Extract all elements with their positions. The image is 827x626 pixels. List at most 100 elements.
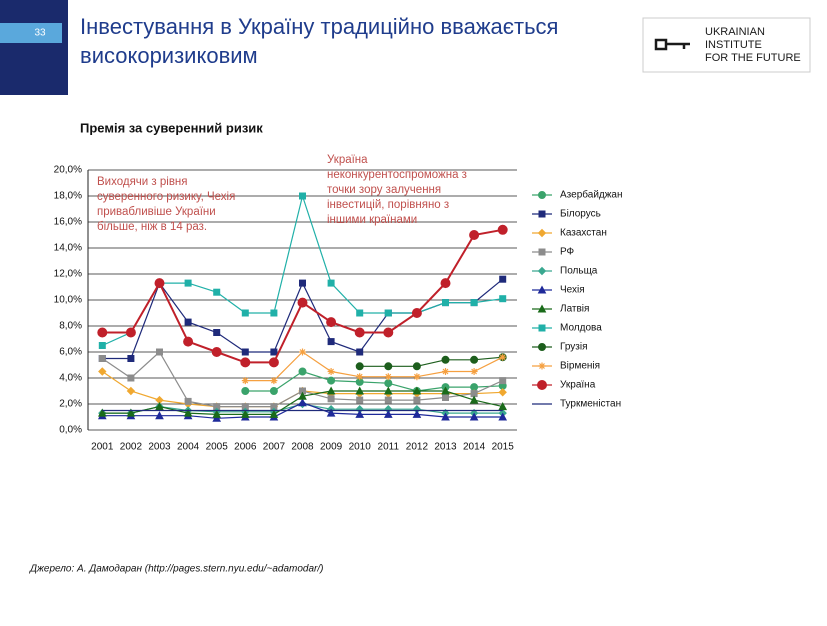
y-tick-label: 20,0% [54, 165, 82, 176]
marker [98, 367, 107, 376]
marker [356, 396, 364, 404]
marker [127, 355, 135, 362]
marker [241, 377, 249, 385]
marker [538, 343, 546, 351]
x-tick-label: 2004 [177, 442, 200, 453]
marker [356, 309, 364, 317]
logo-key [654, 38, 690, 51]
marker [384, 396, 392, 404]
marker [538, 191, 546, 199]
marker [299, 279, 306, 287]
marker [269, 409, 279, 418]
marker [538, 210, 546, 218]
x-tick-label: 2003 [148, 442, 171, 453]
annotation: суверенного ризику, Чехія [97, 191, 235, 203]
series [355, 353, 507, 371]
marker [537, 285, 547, 294]
x-tick-label: 2015 [492, 442, 515, 453]
logo-text: UKRAINIAN [705, 26, 765, 38]
marker [269, 387, 278, 395]
marker [441, 386, 450, 395]
marker [212, 409, 222, 418]
marker [241, 348, 249, 356]
marker [184, 397, 192, 405]
legend-label: Чехія [560, 285, 585, 296]
y-tick-label: 16,0% [54, 217, 82, 228]
marker [98, 355, 106, 362]
marker [413, 396, 421, 404]
marker [240, 409, 250, 418]
marker [98, 342, 106, 349]
y-tick-label: 0,0% [59, 425, 82, 436]
logo-text: FOR THE FUTURE [705, 52, 801, 64]
marker [212, 413, 222, 422]
x-tick-label: 2008 [291, 442, 314, 453]
marker [156, 348, 163, 356]
series-line [245, 370, 503, 392]
marker [537, 380, 547, 390]
marker [470, 368, 478, 375]
marker [297, 297, 308, 308]
x-tick-label: 2011 [378, 442, 400, 453]
y-tick-label: 12,0% [54, 269, 82, 280]
x-tick-label: 2009 [320, 442, 343, 453]
x-tick-label: 2012 [406, 442, 429, 453]
x-tick-label: 2002 [120, 442, 143, 453]
marker [412, 386, 422, 395]
annotation: точки зору залучення [327, 184, 441, 196]
sidebar [0, 0, 68, 95]
series [241, 348, 507, 385]
x-tick-label: 2010 [349, 442, 372, 453]
x-tick-label: 2014 [463, 442, 486, 453]
marker [326, 408, 336, 417]
marker [270, 348, 278, 356]
marker [213, 329, 221, 336]
marker [469, 412, 479, 421]
legend-label: Азербайджан [560, 189, 623, 201]
marker [537, 304, 547, 313]
legend-label: Польща [560, 266, 598, 277]
marker [383, 327, 394, 338]
marker [270, 377, 278, 385]
marker [498, 388, 507, 397]
legend-label: Туркменістан [560, 399, 621, 410]
marker [469, 230, 480, 240]
marker [155, 402, 164, 411]
series [97, 398, 508, 422]
marker [125, 327, 136, 338]
marker [499, 295, 507, 303]
marker [470, 355, 479, 364]
marker [97, 408, 107, 417]
marker [538, 324, 546, 332]
legend-label: Україна [560, 380, 596, 391]
marker [327, 395, 335, 403]
marker [470, 299, 478, 307]
marker [498, 402, 508, 411]
series-line [102, 193, 503, 347]
marker [384, 379, 393, 388]
marker [384, 309, 392, 317]
marker [384, 373, 392, 381]
y-tick-label: 6,0% [59, 347, 82, 358]
annotation: неконкурентоспроможна з [327, 169, 467, 181]
marker [497, 224, 508, 235]
marker [127, 374, 135, 382]
x-tick-label: 2013 [434, 442, 457, 453]
x-tick-label: 2005 [206, 442, 229, 453]
annotation: Виходячи з рівня [97, 176, 188, 188]
marker [383, 386, 393, 395]
marker [327, 368, 335, 375]
marker [356, 373, 364, 381]
series-line [102, 228, 503, 364]
marker [298, 391, 307, 400]
marker [126, 408, 136, 417]
marker [538, 362, 546, 370]
marker [97, 327, 108, 338]
marker [538, 248, 546, 256]
marker [383, 409, 393, 418]
chart-title: Премія за суверенний ризик [80, 120, 263, 135]
marker [154, 278, 165, 289]
marker [270, 309, 278, 317]
legend-label: Молдова [560, 323, 602, 334]
marker [299, 348, 306, 356]
